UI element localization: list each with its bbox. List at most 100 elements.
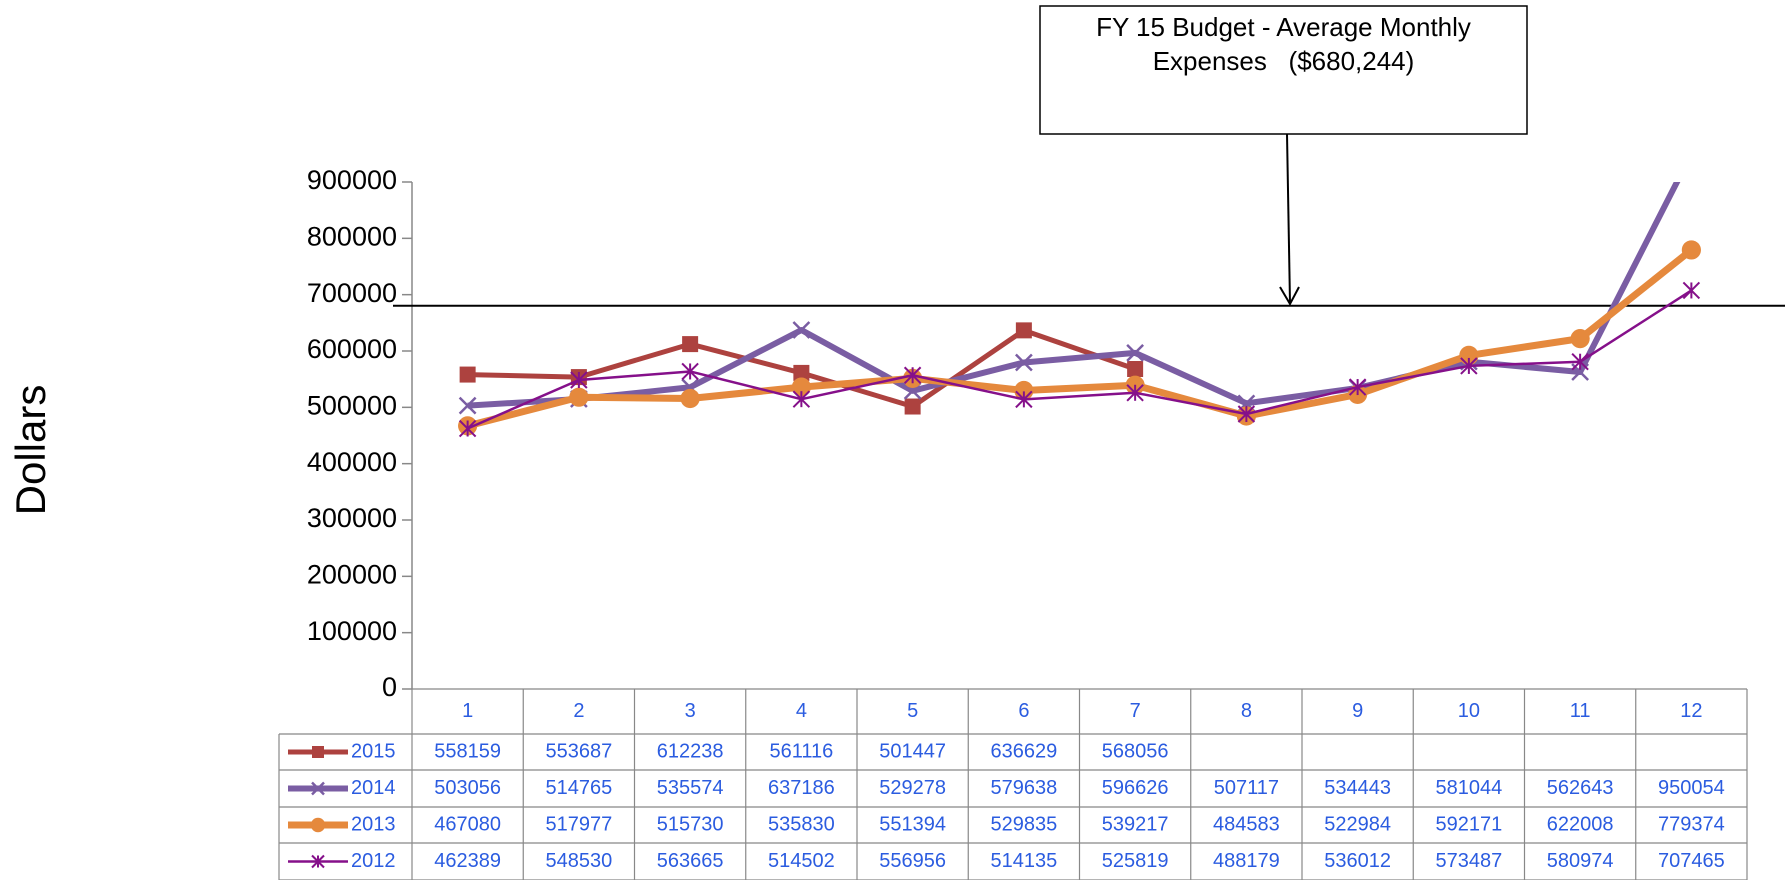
table-value: 707465 xyxy=(1658,850,1725,872)
marker xyxy=(569,387,589,407)
marker xyxy=(1126,344,1145,362)
marker-square xyxy=(459,366,476,383)
table-value: 536012 xyxy=(1324,850,1391,872)
y-tick-label: 200000 xyxy=(307,559,397,589)
x-tick-label: 2 xyxy=(573,700,584,722)
y-tick-label: 400000 xyxy=(307,447,397,477)
y-tick-label: 100000 xyxy=(307,616,397,646)
marker xyxy=(793,364,810,381)
x-tick-label: 6 xyxy=(1018,700,1029,722)
table-value: 622008 xyxy=(1547,813,1614,835)
marker xyxy=(1682,281,1701,300)
table-value: 637186 xyxy=(768,777,835,799)
x-tick-label: 8 xyxy=(1241,700,1252,722)
table-value: 563665 xyxy=(657,850,724,872)
table-value: 522984 xyxy=(1324,813,1391,835)
y-tick-label: 700000 xyxy=(307,278,397,308)
annotation-holder: FY 15 Budget - Average Monthly Expenses … xyxy=(1096,12,1479,76)
annotation-box xyxy=(1039,5,1528,135)
table-value: 568056 xyxy=(1102,740,1169,762)
marker-square xyxy=(1127,360,1144,377)
table-value: 592171 xyxy=(1436,813,1503,835)
marker-x xyxy=(1014,353,1033,372)
table-value: 514135 xyxy=(991,850,1058,872)
marker xyxy=(1237,405,1256,423)
marker-x xyxy=(458,396,477,415)
x-tick-label: 9 xyxy=(1352,700,1363,722)
table-value: 779374 xyxy=(1658,813,1725,835)
table-value: 535574 xyxy=(657,777,724,799)
marker xyxy=(903,366,922,384)
marker-circle xyxy=(1570,329,1590,349)
x-tick-label: 10 xyxy=(1458,700,1480,722)
plot-area xyxy=(458,146,1701,438)
table-value: 580974 xyxy=(1547,850,1614,872)
table-value: 581044 xyxy=(1436,777,1503,799)
marker-circle xyxy=(310,817,326,833)
y-tick-label: 800000 xyxy=(307,221,397,251)
marker-x xyxy=(1126,344,1145,362)
arrow-head xyxy=(1279,286,1300,307)
marker-square xyxy=(793,364,810,381)
table-value: 562643 xyxy=(1547,777,1614,799)
annotation-arrow xyxy=(1286,133,1291,304)
table-value: 515730 xyxy=(657,813,724,835)
table-value: 488179 xyxy=(1213,850,1280,872)
marker-circle xyxy=(680,388,700,409)
marker xyxy=(1571,353,1589,371)
marker-square xyxy=(1015,322,1032,339)
marker xyxy=(1570,329,1590,349)
marker xyxy=(904,398,921,415)
marker xyxy=(682,336,699,353)
marker-x xyxy=(792,321,811,339)
marker xyxy=(1683,146,1699,162)
y-tick-label: 600000 xyxy=(307,334,397,364)
marker xyxy=(459,366,476,383)
table-value: 462389 xyxy=(434,850,501,872)
marker xyxy=(570,371,588,389)
marker-x xyxy=(311,781,325,796)
series-line xyxy=(467,289,1693,430)
table-value: 539217 xyxy=(1102,813,1169,835)
legend-label: 2014 xyxy=(351,777,396,799)
table-value: 529835 xyxy=(991,813,1058,835)
annotation-text: FY 15 Budget - Average Monthly Expenses … xyxy=(1096,12,1479,76)
table-value: 534443 xyxy=(1324,777,1391,799)
marker xyxy=(792,390,811,408)
marker xyxy=(311,854,325,869)
x-tick-label: 7 xyxy=(1130,700,1141,722)
marker-circle xyxy=(1681,240,1701,260)
legend-label: 2012 xyxy=(351,850,396,872)
marker xyxy=(792,321,811,339)
x-tick-label: 4 xyxy=(796,700,807,722)
table-value: 501447 xyxy=(879,740,946,762)
marker xyxy=(312,746,324,758)
series-line xyxy=(467,182,1681,409)
marker xyxy=(680,388,700,409)
marker xyxy=(681,362,699,381)
table-value: 636629 xyxy=(991,740,1058,762)
marker-x xyxy=(1683,146,1699,162)
marker-square xyxy=(312,746,324,758)
table-value: 553687 xyxy=(546,740,613,762)
legend-label: 2015 xyxy=(351,740,396,762)
marker xyxy=(311,781,325,796)
table-value: 535830 xyxy=(768,813,835,835)
marker xyxy=(1460,357,1478,375)
y-tick-label: 900000 xyxy=(307,165,397,195)
table-value: 612238 xyxy=(657,740,724,762)
marker xyxy=(1348,378,1367,396)
marker-x xyxy=(1683,146,1699,162)
table-value: 548530 xyxy=(546,850,613,872)
table-value: 561116 xyxy=(769,740,833,762)
table-value: 529278 xyxy=(879,777,946,799)
table-value: 558159 xyxy=(434,740,501,762)
x-tick-label: 1 xyxy=(462,700,473,722)
marker-square xyxy=(904,398,921,415)
marker-circle xyxy=(569,387,589,407)
table-value: 514502 xyxy=(768,850,835,872)
marker xyxy=(1015,322,1032,339)
table-value: 514765 xyxy=(546,777,613,799)
